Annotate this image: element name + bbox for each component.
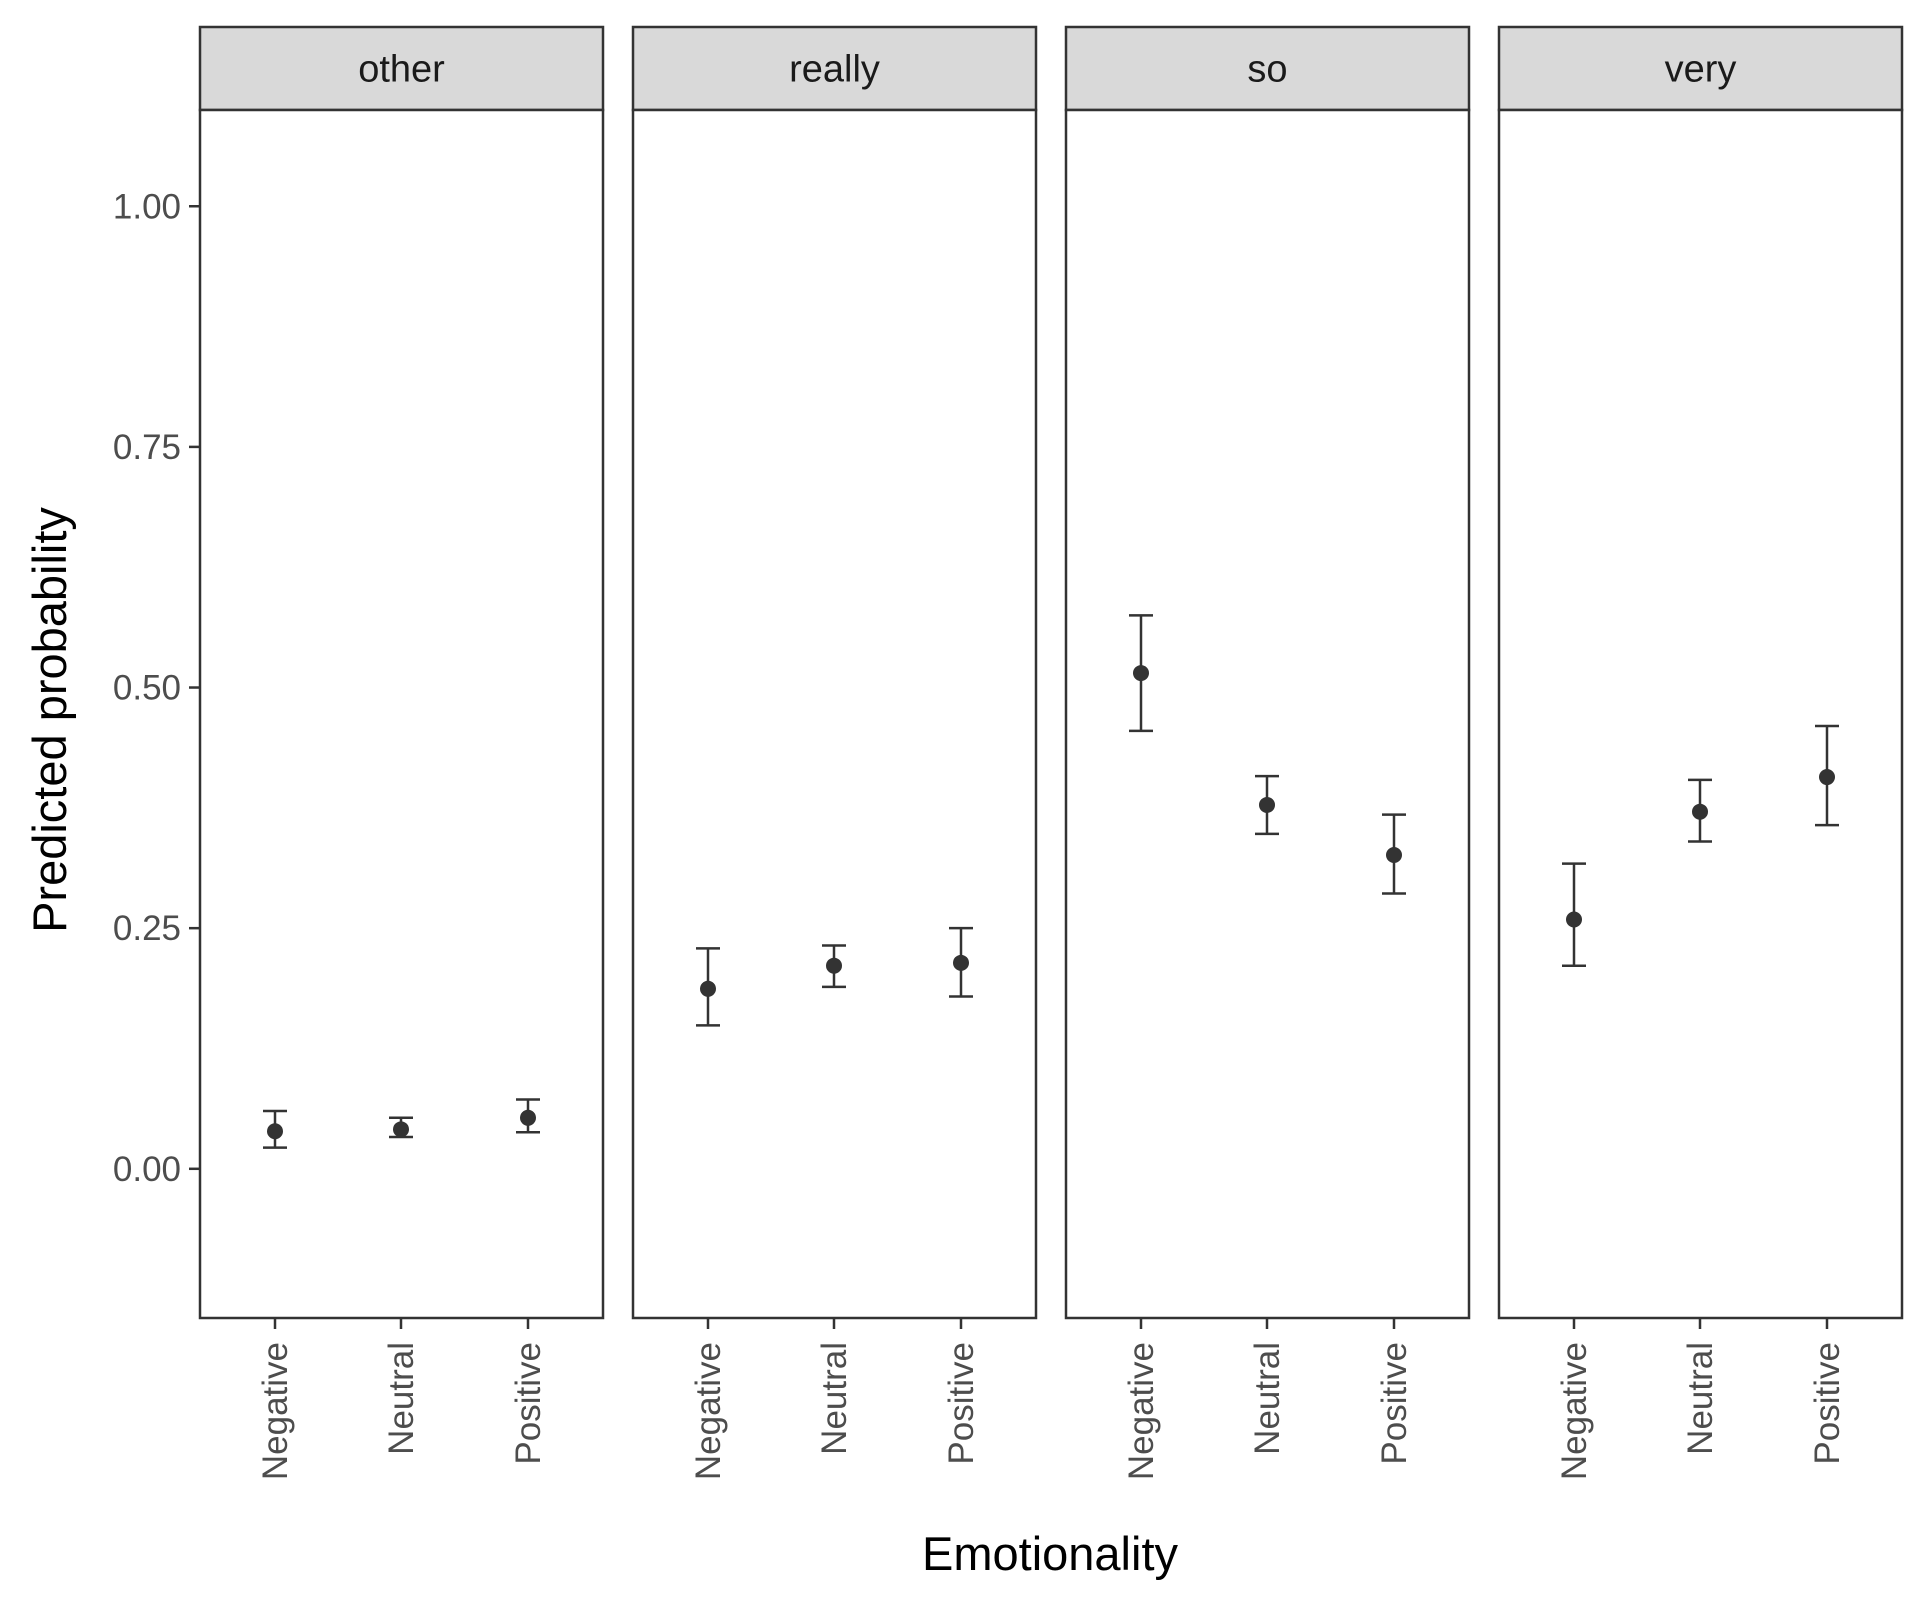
data-point-negative (1566, 911, 1582, 928)
data-point-neutral (1692, 803, 1708, 820)
x-tick-label: Neutral (382, 1342, 421, 1455)
y-axis-title: Predicted probability (23, 507, 76, 933)
facet-strip (1064, 25, 1471, 112)
x-tick-label: Negative (1555, 1342, 1594, 1480)
facet-strip-label: really (789, 49, 880, 91)
facet-so: so Negative Neutral Positive (1064, 25, 1471, 1480)
x-tick-label: Negative (689, 1342, 728, 1480)
x-tick-label: Negative (1122, 1342, 1161, 1480)
data-point-positive (1386, 847, 1402, 864)
facet-strip (198, 25, 605, 112)
facet-other: other Negative Neutral Positive (198, 25, 605, 1480)
x-tick-label: Positive (509, 1342, 548, 1465)
facet-very: very Negative Neutral Positive (1497, 25, 1904, 1480)
y-tick-label: 0.50 (113, 669, 181, 708)
data-point-positive (1819, 769, 1835, 786)
x-tick-label: Neutral (1248, 1342, 1287, 1455)
x-tick-label: Neutral (815, 1342, 854, 1455)
data-point-positive (520, 1109, 536, 1126)
facet-panels: other Negative Neutral Positive really Negati… (198, 25, 1904, 1480)
x-tick-label: Negative (256, 1342, 295, 1480)
facet-strip-label: other (358, 49, 445, 91)
facet-panel (1497, 108, 1904, 1320)
y-tick-label: 0.75 (113, 428, 181, 467)
x-tick-label: Neutral (1681, 1342, 1720, 1455)
y-tick-label: 1.00 (113, 187, 181, 226)
x-tick-label: Positive (1808, 1342, 1847, 1465)
data-point-negative (700, 980, 716, 997)
data-point-neutral (393, 1121, 409, 1138)
y-axis: 0.00 0.25 0.50 0.75 1.00 (113, 187, 200, 1189)
data-point-neutral (1259, 796, 1275, 813)
facet-strip-label: very (1665, 49, 1737, 91)
facet-really: really Negative Neutral Positive (631, 25, 1038, 1480)
x-axis-title: Emotionality (922, 1527, 1178, 1580)
facet-strip-label: so (1247, 49, 1287, 91)
y-tick-label: 0.00 (113, 1150, 181, 1189)
y-tick-label: 0.25 (113, 909, 181, 948)
data-point-positive (953, 954, 969, 971)
facet-strip (631, 25, 1038, 112)
data-point-negative (1133, 665, 1149, 682)
facet-panel (631, 108, 1038, 1320)
data-point-negative (267, 1123, 283, 1140)
x-tick-label: Positive (1375, 1342, 1414, 1465)
facet-panel (1064, 108, 1471, 1320)
x-tick-label: Positive (942, 1342, 981, 1465)
data-point-neutral (826, 957, 842, 974)
